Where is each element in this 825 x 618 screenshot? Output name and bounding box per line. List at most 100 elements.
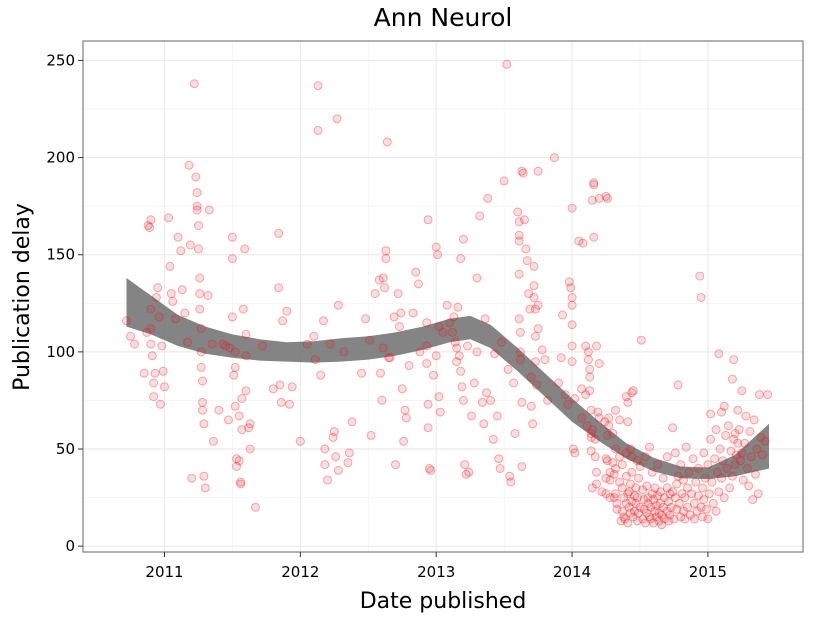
data-point (370, 289, 380, 299)
data-point (679, 506, 688, 516)
data-point (251, 502, 260, 512)
data-point (688, 454, 698, 464)
data-point (706, 409, 716, 419)
data-point (196, 324, 206, 334)
data-point (529, 261, 539, 271)
data-point (567, 293, 577, 302)
data-point (486, 395, 495, 405)
data-point (344, 448, 354, 458)
data-point (698, 512, 707, 522)
data-point (621, 498, 631, 508)
data-point (366, 430, 376, 440)
data-point (639, 495, 649, 504)
data-point (160, 382, 169, 392)
data-point (601, 489, 611, 499)
data-point (232, 462, 241, 471)
data-point (454, 351, 464, 361)
data-point (185, 240, 195, 250)
data-point (581, 390, 591, 400)
data-point (126, 331, 135, 341)
data-point (605, 467, 615, 477)
data-point (582, 421, 592, 431)
data-point (650, 506, 660, 516)
data-point (645, 512, 654, 522)
data-point (608, 458, 618, 468)
data-point (333, 300, 343, 310)
data-point (180, 308, 190, 318)
data-point (752, 444, 762, 454)
data-point (496, 337, 506, 347)
data-point (191, 172, 201, 182)
data-point (642, 508, 652, 518)
data-point (612, 498, 622, 508)
data-point (274, 228, 284, 238)
data-point (567, 341, 577, 351)
data-point (560, 390, 570, 400)
data-point (517, 397, 527, 407)
data-point (589, 178, 599, 188)
data-point (158, 366, 168, 376)
data-point (658, 473, 668, 483)
data-point (665, 489, 675, 499)
data-point (401, 413, 411, 423)
data-point (518, 168, 528, 178)
data-point (241, 329, 251, 339)
data-point (631, 498, 641, 508)
data-point (170, 314, 180, 324)
data-point (530, 331, 540, 341)
data-point (532, 380, 542, 390)
data-point (621, 448, 631, 458)
y-tick-label: 50 (56, 440, 75, 458)
data-point (619, 512, 629, 522)
data-point (339, 347, 349, 357)
data-point (509, 378, 519, 388)
data-point (725, 483, 735, 493)
data-point (203, 291, 213, 300)
data-point (214, 405, 224, 415)
data-point (540, 355, 550, 365)
data-point (426, 465, 436, 475)
data-point (449, 312, 459, 322)
data-point (634, 508, 644, 518)
data-point (703, 514, 713, 524)
data-point (685, 510, 695, 520)
data-point (696, 502, 706, 512)
data-point (597, 487, 607, 497)
data-point (492, 411, 502, 421)
data-point (717, 473, 726, 483)
data-point (448, 327, 457, 337)
data-point (623, 417, 633, 427)
data-point (423, 215, 433, 225)
data-point (640, 518, 650, 528)
data-point (221, 341, 231, 351)
data-point (381, 246, 391, 256)
data-point (328, 432, 338, 442)
data-point (721, 430, 731, 440)
data-point (689, 498, 699, 508)
data-point (601, 473, 611, 483)
data-point (467, 411, 476, 421)
data-point (605, 493, 615, 503)
data-point (602, 430, 612, 440)
data-point (422, 341, 432, 351)
data-point (480, 314, 490, 324)
data-point (282, 306, 292, 316)
data-point (234, 456, 244, 466)
data-point (166, 289, 176, 299)
data-point (719, 493, 729, 503)
data-point (513, 207, 523, 217)
data-point (664, 497, 673, 506)
data-point (241, 351, 251, 361)
data-point (189, 79, 199, 89)
x-axis-ticks: 2011 2012 2013 2014 2015 (145, 552, 727, 581)
data-point (434, 392, 444, 402)
data-point (200, 483, 210, 493)
data-point (147, 351, 157, 361)
data-point (320, 444, 330, 454)
data-point (733, 438, 743, 448)
data-point (422, 359, 432, 368)
data-point (472, 273, 482, 283)
data-point (510, 429, 520, 438)
data-point (502, 59, 512, 69)
data-point (657, 520, 667, 530)
